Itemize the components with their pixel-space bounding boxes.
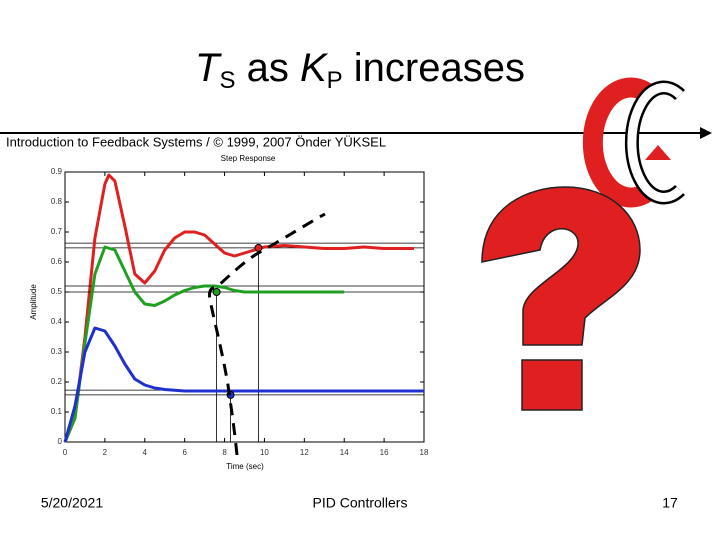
y-tick-label: 0.9 <box>51 167 63 176</box>
y-tick-label: 0.8 <box>51 197 63 206</box>
series-line <box>63 326 424 443</box>
header-arrow <box>700 127 712 139</box>
chart-title: Step Response <box>221 154 276 163</box>
x-tick-label: 16 <box>380 448 389 457</box>
x-tick-label: 12 <box>300 448 309 457</box>
y-tick-label: 0 <box>58 437 63 446</box>
x-axis-label: Time (sec) <box>226 462 264 471</box>
x-tick-label: 10 <box>260 448 269 457</box>
title-part: P <box>327 67 343 94</box>
x-tick-label: 8 <box>222 448 227 457</box>
plot: 0 0.1 0.2 0.3 0.4 0.5 0.6 0.7 0.8 0.9 0 2 4 6 8 10 12 14 1… <box>51 167 429 457</box>
x-tick-label: 0 <box>63 448 68 457</box>
trend-curve <box>208 212 326 456</box>
plot-frame <box>64 171 425 443</box>
y-tick-label: 0.6 <box>51 257 63 266</box>
settling-marker <box>212 288 221 296</box>
y-tick-label: 0.1 <box>51 407 63 416</box>
footer-date: 5/20/2021 <box>41 495 103 511</box>
y-tick-label: 0.5 <box>51 287 63 296</box>
title-part: S <box>219 67 235 94</box>
x-tick-label: 4 <box>143 448 148 457</box>
footer-title: PID Controllers <box>313 495 408 511</box>
logo <box>582 77 685 208</box>
y-tick-label: 0.7 <box>51 227 63 236</box>
x-tick-label: 6 <box>182 448 187 457</box>
page-number: 17 <box>662 495 678 511</box>
title-part: K <box>300 46 329 90</box>
x-tick-label: 14 <box>340 448 349 457</box>
series-line <box>63 245 345 443</box>
x-tick-label: 2 <box>103 448 108 457</box>
header-text: Introduction to Feedback Systems / © 199… <box>6 134 386 149</box>
y-tick-label: 0.3 <box>51 347 63 356</box>
y-tick-label: 0.2 <box>51 377 63 386</box>
title-part: as <box>235 46 299 90</box>
title-part: increases <box>343 46 525 90</box>
y-axis-label: Amplitude <box>29 284 38 320</box>
y-tick-label: 0.4 <box>51 317 63 326</box>
x-tick-label: 18 <box>420 448 429 457</box>
series-line <box>63 173 415 443</box>
question-mark <box>481 186 641 411</box>
title-part: T <box>195 46 222 90</box>
slide-title: TS as KP increases <box>195 46 525 95</box>
